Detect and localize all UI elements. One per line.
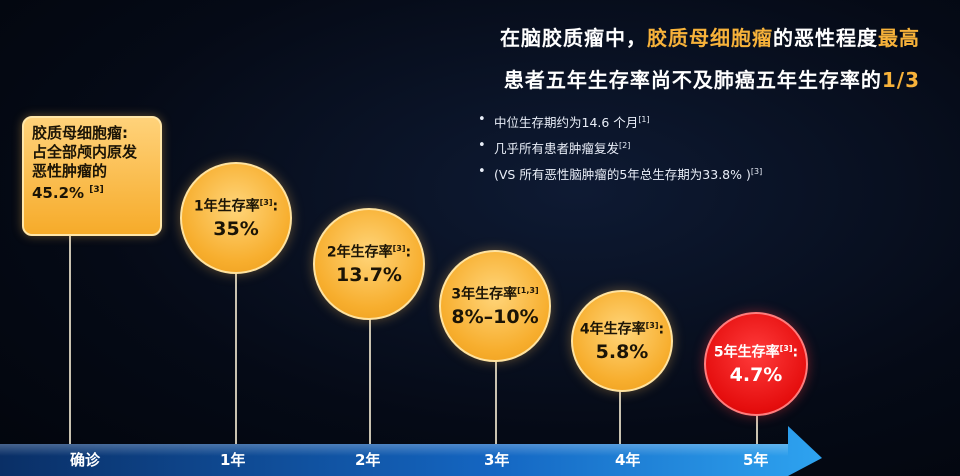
headline-highlight: 胶质母细胞瘤: [647, 26, 773, 50]
circle-value: 8%–10%: [451, 306, 539, 329]
headline-text: 的恶性程度: [773, 26, 878, 50]
box-line: 胶质母细胞瘤:: [32, 124, 128, 142]
bullet-icon: •: [478, 112, 486, 127]
circle-label: 1年生存率[3]:: [193, 197, 279, 215]
circle-label: 2年生存率[3]:: [326, 243, 412, 261]
reference-mark: [3]: [750, 166, 763, 176]
list-item-text: 几乎所有患者肿瘤复发[2]: [494, 140, 631, 156]
circle-value: 4.7%: [729, 364, 783, 387]
headline-line-1: 在脑胶质瘤中，胶质母细胞瘤的恶性程度最高: [500, 22, 920, 51]
survival-circle-5yr: 5年生存率[3]: 4.7%: [704, 312, 808, 416]
survival-circle-1yr: 1年生存率[3]: 35%: [180, 162, 292, 274]
survival-circle-3yr: 3年生存率[1,3] 8%–10%: [439, 250, 551, 362]
timeline-tick: 3年: [484, 451, 510, 469]
list-item: • (VS 所有恶性脑肿瘤的5年总生存期为33.8% )[3]: [478, 164, 762, 183]
circle-label: 5年生存率[3]:: [713, 343, 799, 361]
glioblastoma-share-box: 胶质母细胞瘤: 占全部颅内原发 恶性肿瘤的 45.2% [3]: [22, 116, 162, 236]
fact-list: • 中位生存期约为14.6 个月[1] • 几乎所有患者肿瘤复发[2] • (V…: [478, 112, 762, 190]
headline-line-2: 患者五年生存率尚不及肺癌五年生存率的1/3: [504, 64, 920, 93]
reference-mark: [3]: [645, 320, 659, 330]
connector-line: [495, 354, 497, 450]
list-item: • 中位生存期约为14.6 个月[1]: [478, 112, 762, 131]
circle-value: 35%: [213, 218, 259, 241]
timeline-tick: 2年: [355, 451, 381, 469]
reference-mark: [3]: [779, 343, 793, 353]
list-item-text: (VS 所有恶性脑肿瘤的5年总生存期为33.8% )[3]: [494, 166, 763, 182]
reference-mark: [1,3]: [517, 285, 539, 295]
connector-line: [369, 314, 371, 450]
headline-text: 患者五年生存率尚不及肺癌五年生存率的: [503, 68, 882, 92]
reference-mark: [3]: [89, 185, 104, 195]
circle-value: 5.8%: [595, 341, 649, 364]
bullet-icon: •: [478, 164, 486, 179]
survival-circle-2yr: 2年生存率[3]: 13.7%: [313, 208, 425, 320]
connector-line: [235, 260, 237, 450]
box-line: 恶性肿瘤的: [32, 162, 108, 180]
connector-line: [756, 400, 758, 450]
connector-line: [69, 236, 71, 450]
reference-mark: [2]: [619, 140, 631, 150]
bullet-icon: •: [478, 138, 486, 153]
list-item: • 几乎所有患者肿瘤复发[2]: [478, 138, 762, 157]
timeline-tick: 5年: [743, 451, 769, 469]
timeline-tick: 确诊: [70, 451, 101, 469]
box-value: 45.2% [3]: [32, 184, 104, 202]
timeline-tick: 1年: [220, 451, 246, 469]
reference-mark: [3]: [392, 243, 406, 253]
headline-text: 在脑胶质瘤中，: [500, 26, 647, 50]
list-item-text: 中位生存期约为14.6 个月[1]: [494, 114, 650, 130]
reference-mark: [3]: [259, 197, 273, 207]
circle-label: 4年生存率[3]:: [579, 320, 665, 338]
headline-highlight: 最高: [878, 26, 920, 50]
reference-mark: [1]: [638, 114, 650, 124]
timeline-tick: 4年: [615, 451, 641, 469]
box-line: 占全部颅内原发: [32, 143, 138, 161]
headline-highlight: 1/3: [881, 68, 920, 92]
circle-value: 13.7%: [336, 264, 402, 287]
connector-line: [619, 386, 621, 450]
circle-label: 3年生存率[1,3]: [451, 285, 539, 303]
survival-circle-4yr: 4年生存率[3]: 5.8%: [571, 290, 673, 392]
